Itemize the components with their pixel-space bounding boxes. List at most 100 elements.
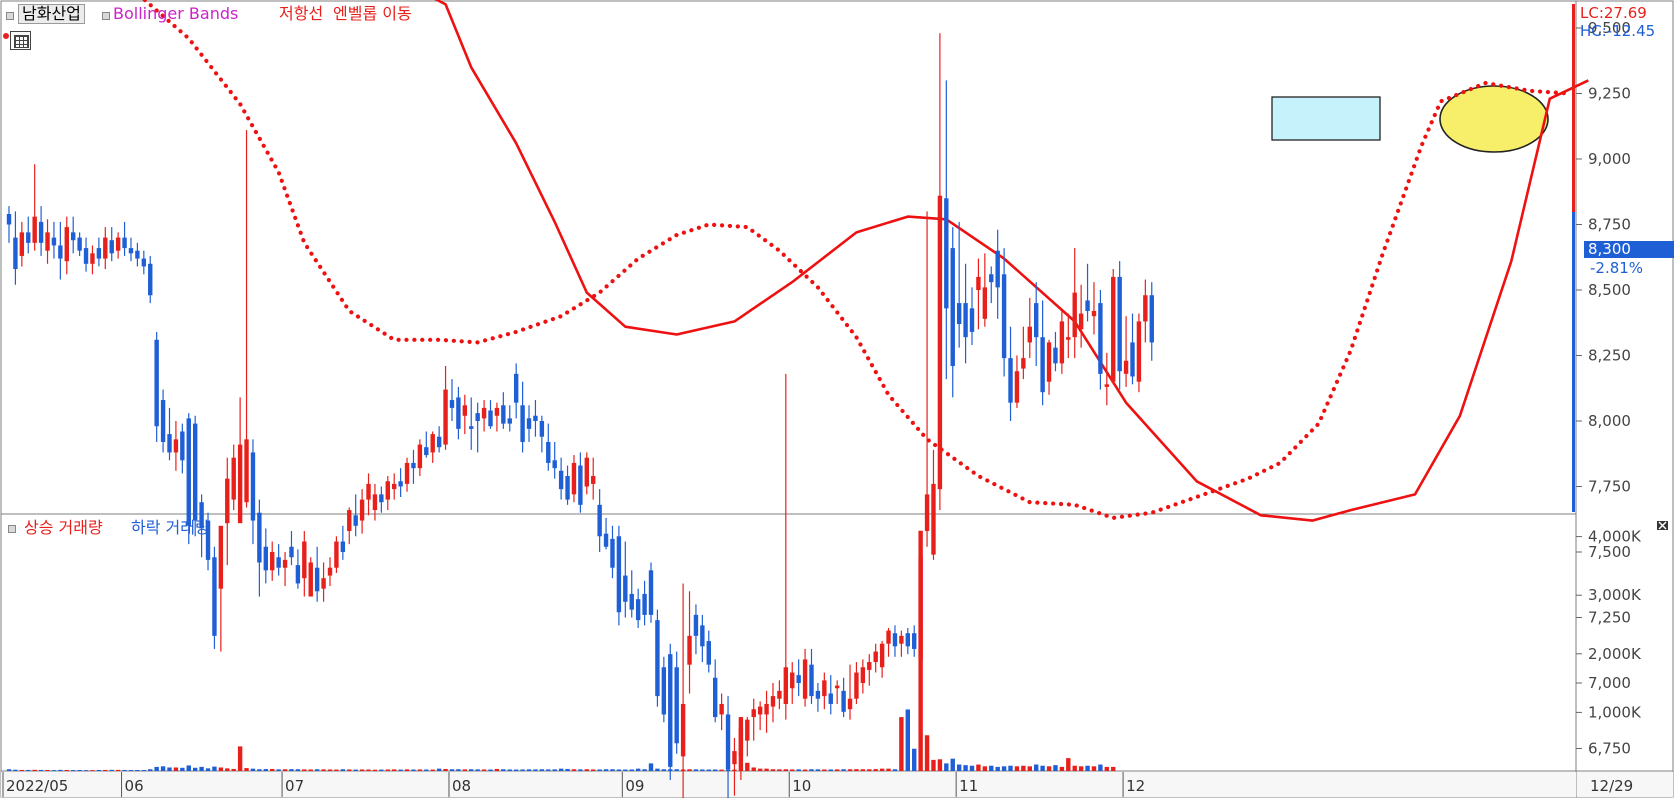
volume-toggle-icon[interactable] [8, 525, 16, 533]
volume-bar [847, 769, 853, 771]
candle-body [834, 685, 840, 689]
candle-body [937, 195, 943, 490]
stock-selector-icon[interactable] [6, 12, 14, 20]
candle-body [796, 675, 801, 683]
price-axis: 9,7509,5009,2509,0008,7508,5008,2508,000… [1576, 19, 1631, 758]
volume-bar [218, 767, 224, 771]
volume-up-legend[interactable]: 상승 거래량 [24, 518, 103, 537]
start-marker [3, 33, 9, 39]
volume-bar [719, 769, 724, 771]
volume-bar [398, 769, 403, 771]
volume-bar [276, 769, 281, 771]
volume-bar [1111, 766, 1116, 771]
candle-body [867, 662, 872, 670]
volume-bar [83, 770, 89, 772]
volume-bar [1001, 766, 1007, 771]
price-tick-label: 8,000 [1588, 412, 1631, 430]
candle-body [635, 599, 641, 621]
bollinger-line [434, 0, 1589, 522]
candle-body [751, 709, 756, 718]
volume-bar [436, 768, 442, 771]
candle-body [1149, 295, 1154, 343]
candle-body [115, 237, 121, 251]
volume-bar [109, 769, 114, 771]
candle-body [481, 407, 487, 419]
legend-lower-line[interactable]: 저항선 [279, 4, 324, 23]
volume-bar [347, 769, 352, 771]
candle-body [205, 520, 211, 560]
candle-body [520, 405, 525, 442]
price-tick-label: 9,500 [1588, 19, 1631, 37]
volume-bar [1078, 766, 1084, 771]
volume-bar [790, 769, 795, 771]
volume-bar [674, 769, 679, 771]
volume-bar [931, 759, 936, 771]
indicator-name[interactable]: Bollinger Bands [113, 4, 239, 23]
volume-bar [1098, 764, 1103, 771]
volume-bar [713, 769, 718, 771]
volume-bar [154, 766, 159, 771]
volume-bar [225, 768, 230, 771]
legend-envelope[interactable]: 엔벨롭 이동 [333, 4, 412, 23]
volume-bar [115, 769, 121, 771]
volume-bar [411, 769, 416, 771]
volume-bar [32, 769, 37, 771]
volume-bar [282, 769, 288, 771]
volume-bar [494, 768, 500, 771]
candle-body [950, 248, 955, 366]
candle-body [327, 567, 333, 576]
candle-body [475, 413, 480, 421]
candle-body [488, 410, 493, 427]
candle-body [154, 339, 159, 427]
volume-down-legend[interactable]: 하락 거래량 [131, 518, 210, 537]
volume-bar [668, 769, 673, 771]
stock-name-button[interactable]: 남화산업 [18, 4, 85, 24]
month-label: 12 [1126, 777, 1145, 795]
price-tick-label: 8,750 [1588, 216, 1631, 234]
volume-bar [424, 769, 429, 771]
volume-bar [295, 769, 301, 771]
volume-bar [359, 769, 365, 771]
candle-body [135, 250, 140, 259]
volume-bar [1059, 766, 1065, 771]
candle-body [533, 415, 538, 421]
candle-body [443, 389, 448, 445]
volume-bar [71, 770, 76, 772]
volume-bar [732, 769, 737, 771]
volume-bar [180, 767, 185, 771]
candle-body [13, 237, 18, 270]
volume-bar [334, 769, 339, 771]
candle-body [308, 562, 313, 597]
price-lines [3, 0, 1589, 522]
candle-body [96, 248, 102, 259]
volume-bar [237, 746, 243, 771]
volume-bar [616, 769, 622, 771]
candle-body [1008, 358, 1013, 403]
candle-body [77, 237, 82, 251]
current-price-box: 8,300 [1584, 241, 1674, 258]
candle-body [212, 557, 217, 636]
candle-body [1085, 300, 1090, 311]
candle-body [1123, 360, 1129, 374]
volume-bar [141, 770, 147, 772]
indicator-toggle-icon[interactable] [102, 12, 110, 20]
volume-bar [757, 768, 763, 771]
resistance-dotted-line [140, 0, 1572, 521]
candle-body [302, 541, 307, 579]
candle-body [764, 703, 769, 715]
candle-body [539, 421, 545, 437]
volume-tick-label: 4,000K [1588, 528, 1642, 546]
volume-bar [385, 769, 390, 771]
candle-body [719, 703, 724, 715]
volume-bar [841, 769, 846, 771]
candle-body [578, 465, 583, 505]
candle-body [745, 719, 750, 741]
candle-body [1143, 295, 1148, 322]
data-table-icon[interactable] [10, 31, 31, 50]
volume-bar [1066, 758, 1071, 771]
candle-body [1034, 303, 1039, 338]
volume-bar [802, 769, 808, 771]
candle-body [180, 431, 185, 461]
volume-bar [205, 768, 211, 771]
candle-body [1053, 347, 1058, 364]
